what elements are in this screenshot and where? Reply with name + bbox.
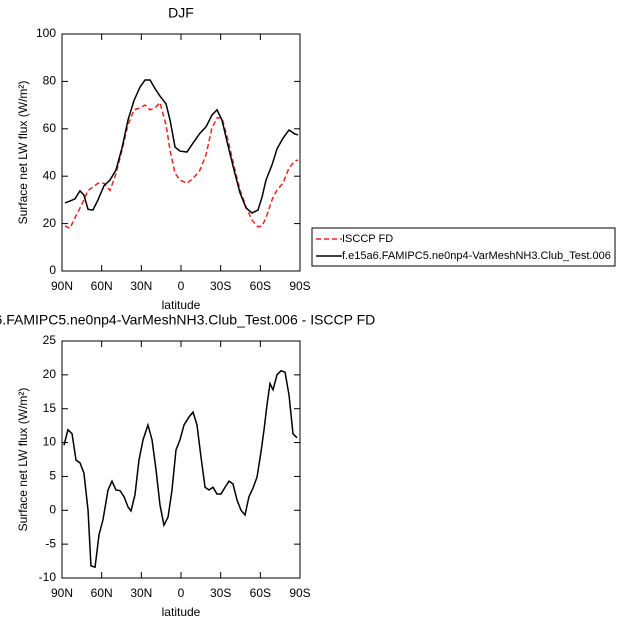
x-tick-label: 30S <box>210 279 231 293</box>
x-tick-label: 60S <box>250 279 271 293</box>
x-tick-label: 30S <box>210 586 231 600</box>
y-tick-label: 40 <box>43 168 57 182</box>
y-tick-label: 0 <box>49 502 56 516</box>
x-axis-label: latitude <box>162 298 201 312</box>
chart-title: a6.FAMIPC5.ne0np4-VarMeshNH3.Club_Test.0… <box>0 312 375 328</box>
data-line <box>64 79 299 214</box>
y-tick-label: 10 <box>43 435 57 449</box>
y-tick-label: 100 <box>36 26 56 40</box>
legend-label: ISCCP FD <box>342 233 393 245</box>
data-line <box>63 369 298 569</box>
y-axis-label: Surface net LW flux (W/m²) <box>16 388 30 532</box>
x-tick-label: 30N <box>130 279 152 293</box>
x-tick-label: 0 <box>178 586 185 600</box>
x-tick-label: 90S <box>289 586 310 600</box>
y-tick-label: -5 <box>45 536 56 550</box>
x-tick-label: 90S <box>289 279 310 293</box>
x-tick-label: 60S <box>250 586 271 600</box>
x-tick-label: 60N <box>91 586 113 600</box>
legend-label: f.e15a6.FAMIPC5.ne0np4-VarMeshNH3.Club_T… <box>342 250 611 262</box>
y-tick-label: 15 <box>43 401 57 415</box>
y-tick-label: 20 <box>43 367 57 381</box>
x-tick-label: 30N <box>130 586 152 600</box>
plot-frame <box>61 340 301 579</box>
y-tick-label: 80 <box>43 74 57 88</box>
y-tick-label: 5 <box>49 469 56 483</box>
x-tick-label: 60N <box>91 279 113 293</box>
data-line <box>64 101 299 230</box>
legend-box <box>311 227 616 267</box>
plot-frame <box>61 33 301 272</box>
x-tick-label: 90N <box>51 279 73 293</box>
y-tick-label: 25 <box>43 333 57 347</box>
y-tick-label: 0 <box>49 263 56 277</box>
y-axis-label: Surface net LW flux (W/m²) <box>16 81 30 225</box>
y-tick-label: 60 <box>43 121 57 135</box>
x-tick-label: 0 <box>178 279 185 293</box>
x-axis-label: latitude <box>162 605 201 619</box>
y-tick-label: 20 <box>43 216 57 230</box>
chart-title: DJF <box>168 5 194 21</box>
y-tick-label: -10 <box>39 570 57 584</box>
x-tick-label: 90N <box>51 586 73 600</box>
